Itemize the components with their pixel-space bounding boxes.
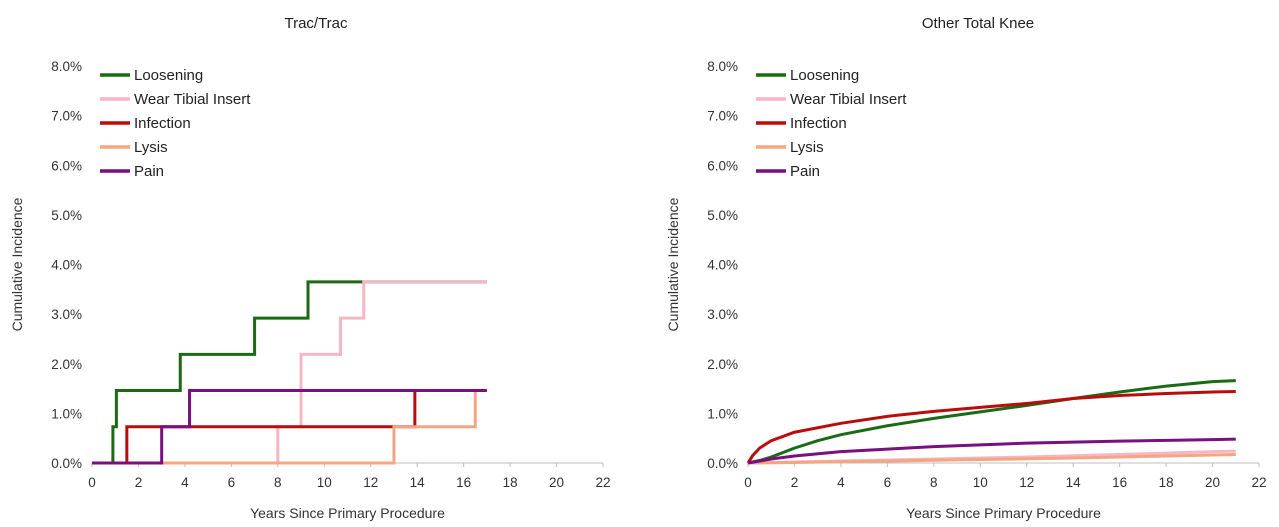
x-tick-label: 10 [973,475,988,490]
x-tick-label: 22 [595,475,610,490]
y-tick-label: 0.0% [51,456,82,471]
x-tick-label: 6 [228,475,236,490]
series-line-wear-tibial-insert [92,280,487,465]
y-tick-label: 6.0% [51,158,82,173]
y-tick-label: 0.0% [707,456,738,471]
legend-label: Pain [790,163,820,180]
chart-title: Trac/Trac [284,15,348,32]
x-tick-label: 10 [317,475,332,490]
legend-label: Loosening [790,67,859,84]
y-tick-label: 6.0% [707,158,738,173]
x-tick-label: 16 [456,475,471,490]
series-line-loosening [747,379,1236,465]
x-tick-label: 4 [837,475,845,490]
x-tick-label: 14 [1066,475,1082,490]
chart-other-total-knee: Other Total Knee 0.0% 1.0% 2.0% 3.0% 4.0% 5.0%… [665,15,1267,521]
y-tick-label: 4.0% [51,258,82,273]
series-line-lysis [747,453,1236,465]
legend-label: Lysis [134,139,168,156]
legend-label: Infection [790,115,847,132]
y-tick-label: 8.0% [51,59,82,74]
legend-label: Loosening [134,67,203,84]
legend-label: Wear Tibial Insert [790,91,907,108]
x-tick-label: 20 [1205,475,1220,490]
y-tick-label: 1.0% [51,406,82,421]
y-tick-label: 1.0% [707,406,738,421]
y-axis-label: Cumulative Incidence [9,197,25,331]
series-line-loosening [92,280,487,465]
chart-trac-trac: Trac/Trac 0.0% 1.0% 2.0% 3.0% 4.0% 5.0% 6.0% 7.0… [9,15,611,521]
y-tick-label: 5.0% [707,208,738,223]
x-axis-label: Years Since Primary Procedure [906,505,1101,521]
x-tick-label: 2 [135,475,143,490]
y-tick-label: 2.0% [51,357,82,372]
x-tick-label: 12 [363,475,378,490]
legend-label: Wear Tibial Insert [134,91,251,108]
x-tick-label: 22 [1251,475,1266,490]
y-tick-label: 4.0% [707,258,738,273]
series-line-pain [92,389,487,465]
series-line-infection [746,390,1236,464]
y-tick-label: 3.0% [707,307,738,322]
legend-label: Infection [134,115,191,132]
x-tick-label: 12 [1019,475,1034,490]
x-tick-label: 2 [791,475,799,490]
x-tick-label: 18 [503,475,518,490]
y-tick-label: 8.0% [707,59,738,74]
x-tick-label: 14 [410,475,426,490]
x-tick-label: 16 [1112,475,1127,490]
x-tick-label: 6 [884,475,892,490]
chart-title: Other Total Knee [922,15,1034,32]
y-tick-label: 5.0% [51,208,82,223]
series-line-pain [747,437,1236,465]
x-axis-label: Years Since Primary Procedure [250,505,445,521]
x-tick-label: 0 [744,475,752,490]
legend-label: Lysis [790,139,824,156]
y-tick-label: 7.0% [51,109,82,124]
legend-label: Pain [134,163,164,180]
y-axis-label: Cumulative Incidence [665,197,681,331]
y-tick-label: 2.0% [707,357,738,372]
y-tick-label: 7.0% [707,109,738,124]
x-tick-label: 8 [930,475,938,490]
x-tick-label: 4 [181,475,189,490]
y-tick-label: 3.0% [51,307,82,322]
x-tick-label: 0 [88,475,96,490]
x-tick-label: 20 [549,475,564,490]
x-tick-label: 8 [274,475,282,490]
x-tick-label: 18 [1159,475,1174,490]
